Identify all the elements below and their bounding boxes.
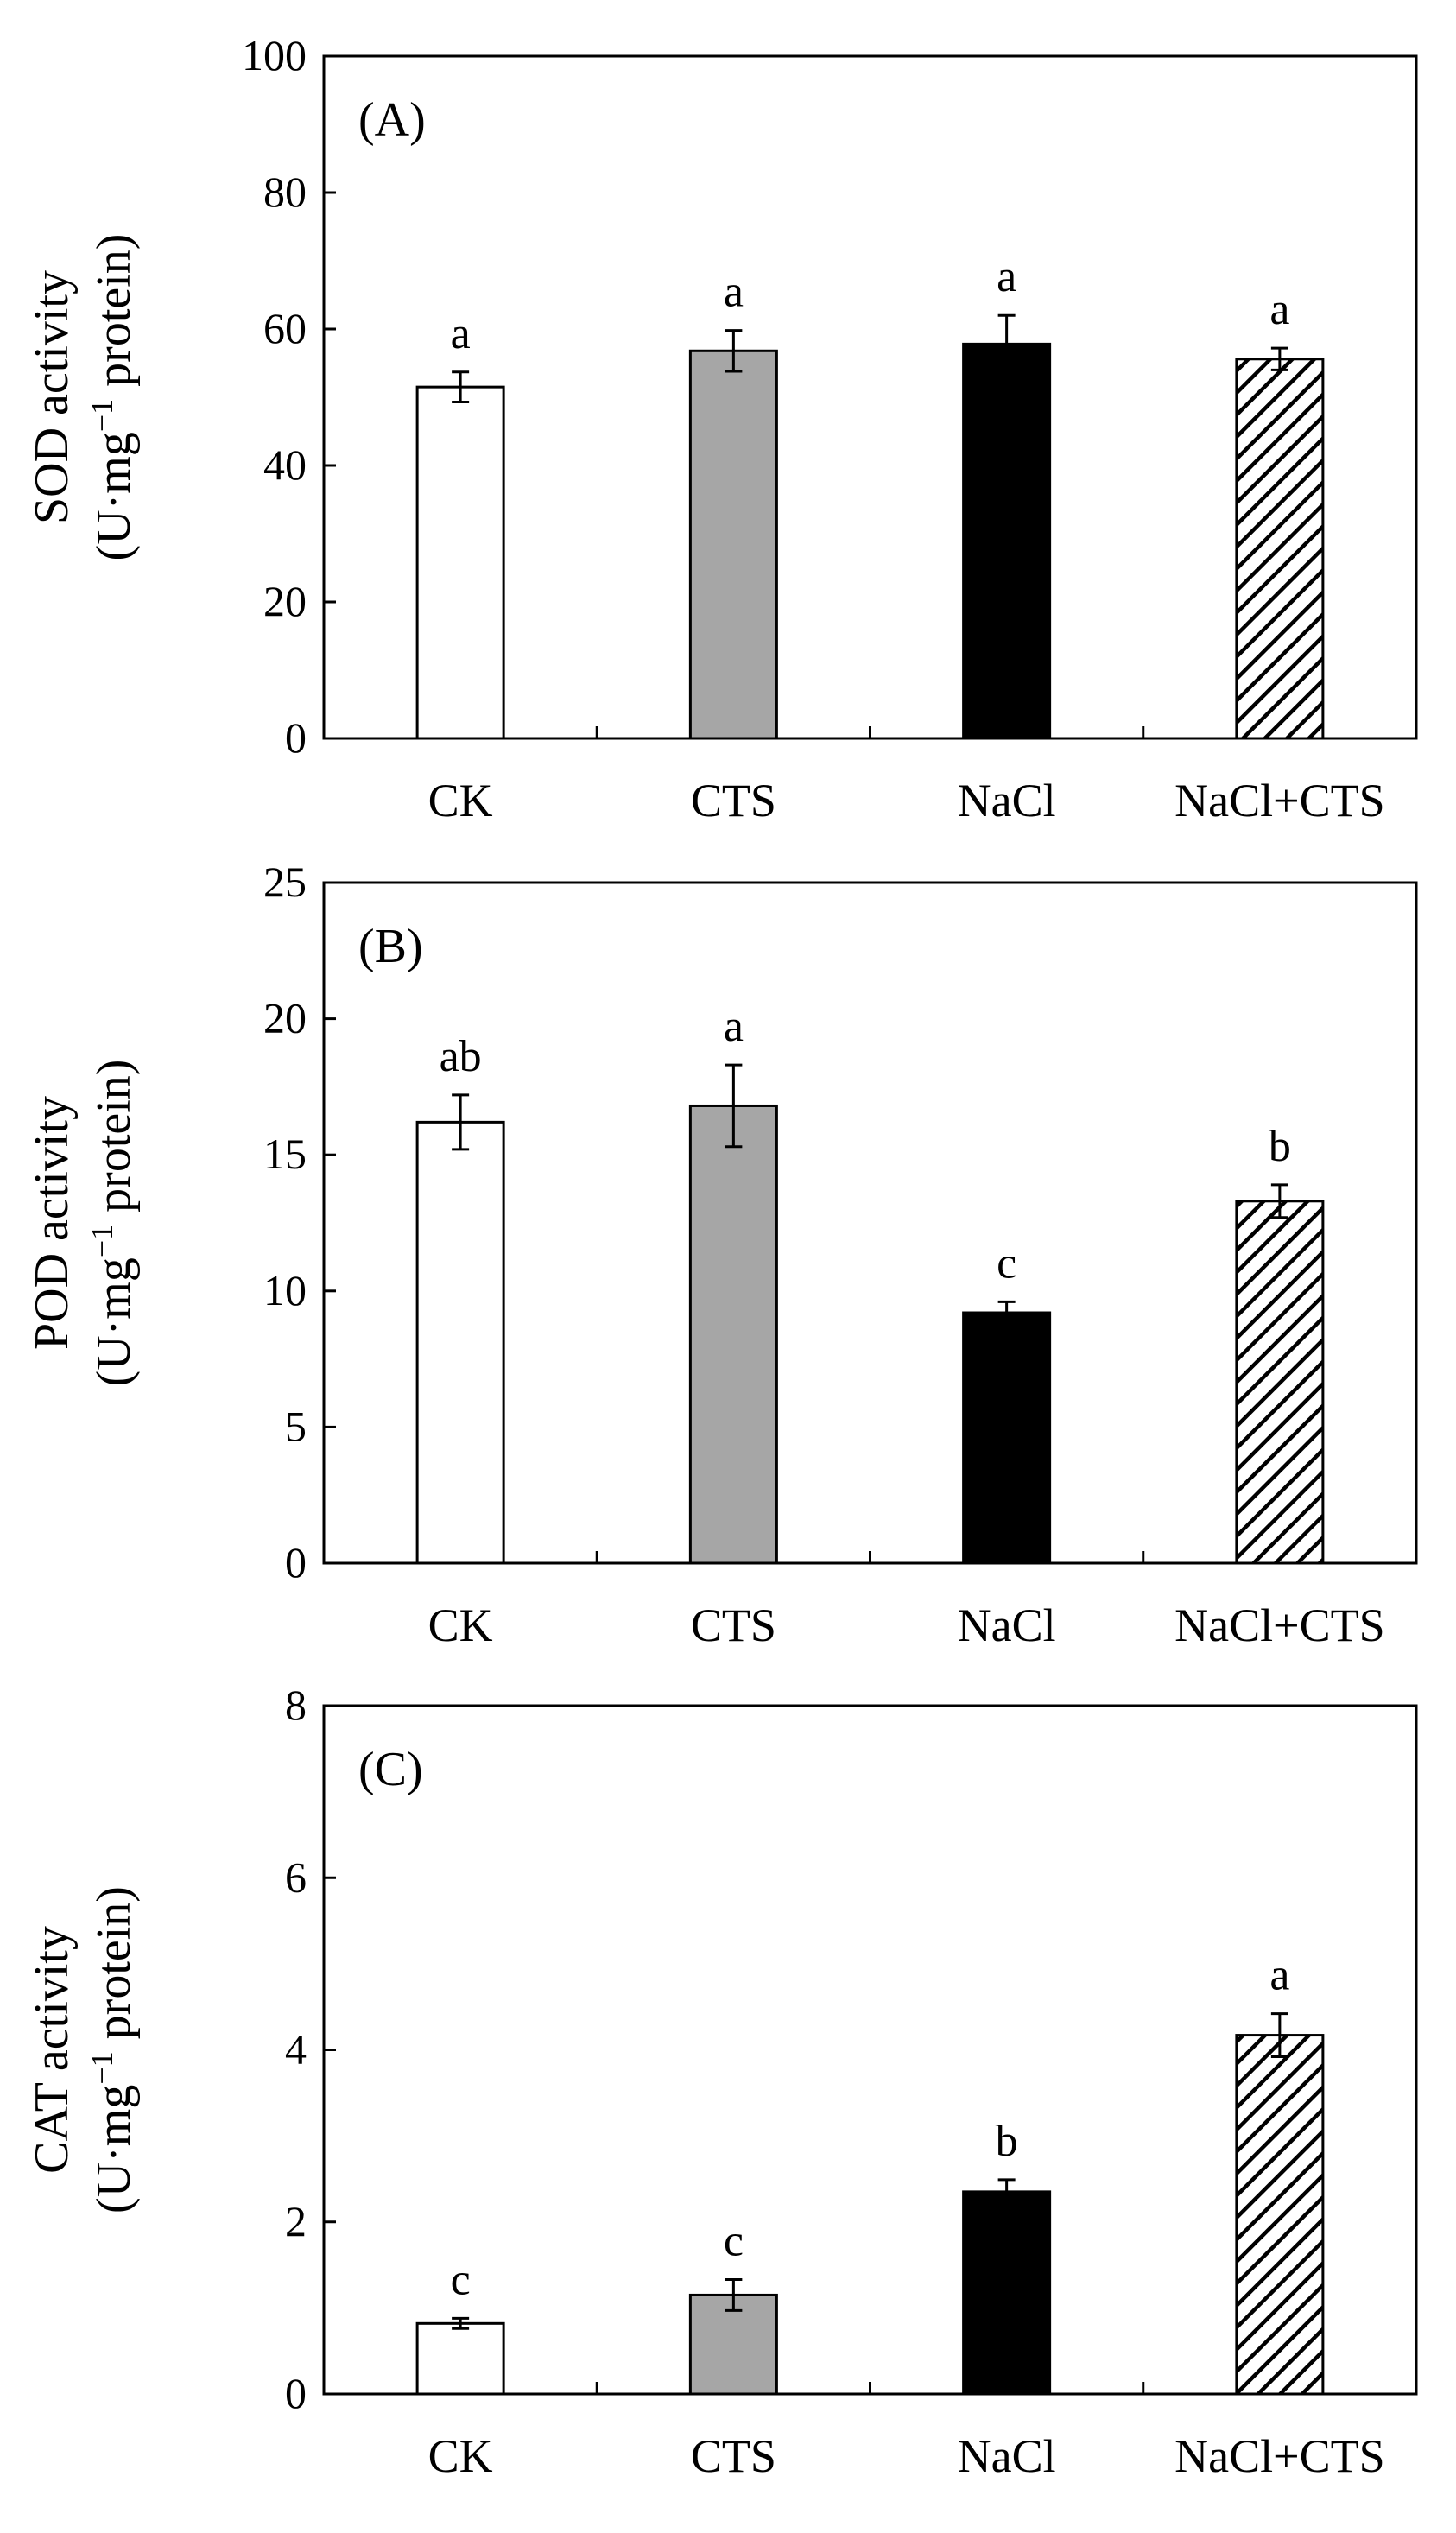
bar (688, 349, 778, 740)
y-axis-unit-pre: (U·mg (87, 432, 141, 560)
y-tick-label: 80 (263, 168, 307, 216)
x-tick-label: NaCl+CTS (1174, 775, 1384, 826)
y-axis-unit-post: protein) (87, 1060, 141, 1225)
panel-label: (A) (358, 93, 426, 147)
x-tick-label: NaCl (958, 1599, 1056, 1651)
y-tick-label: 6 (285, 1852, 307, 1901)
bar (1235, 2034, 1325, 2396)
y-tick-label: 4 (285, 2025, 307, 2074)
y-axis-title: POD activity (25, 1096, 79, 1350)
significance-label: a (724, 268, 744, 317)
y-axis-unit-pre: (U·mg (87, 1257, 141, 1386)
significance-label: c (451, 2255, 471, 2304)
y-tick-label: 15 (263, 1130, 307, 1178)
x-tick-label: CTS (691, 1599, 776, 1651)
y-axis-unit-pre: (U·mg (87, 2085, 141, 2213)
y-axis-unit-exponent: −1 (85, 399, 119, 432)
y-tick-label: 8 (285, 1681, 307, 1729)
y-tick-label: 20 (263, 994, 307, 1042)
y-tick-label: 100 (242, 31, 307, 79)
y-axis-unit-exponent: −1 (85, 2051, 119, 2084)
x-tick-label: CTS (691, 2430, 776, 2482)
y-tick-label: 10 (263, 1266, 307, 1314)
y-axis-unit: (U·mg−1 protein) (85, 1060, 141, 1387)
bar (415, 2321, 505, 2396)
significance-label: a (451, 309, 471, 358)
y-tick-label: 5 (285, 1402, 307, 1450)
x-tick-label: CK (428, 2430, 493, 2482)
bar (962, 342, 1052, 740)
panel-label: (B) (358, 920, 423, 973)
x-tick-label: NaCl (958, 775, 1056, 826)
y-tick-label: 60 (263, 304, 307, 352)
y-tick-label: 25 (263, 858, 307, 906)
bar (688, 1104, 778, 1565)
x-tick-label: NaCl+CTS (1174, 1599, 1384, 1651)
y-axis-title: SOD activity (25, 270, 79, 524)
panel-2: 0 5 10 15 20 25 ab CK a CTS c NaCl b NaCl+CTS (B) POD a… (25, 858, 1418, 1651)
significance-label: b (1269, 1122, 1291, 1171)
bar (1235, 1200, 1325, 1565)
x-tick-label: NaCl+CTS (1174, 2430, 1384, 2482)
y-tick-label: 40 (263, 440, 307, 489)
bar (415, 1120, 505, 1565)
panel-3: 0 2 4 6 8 c CK c CTS b NaCl a NaCl+CTS (C) CAT activit… (25, 1681, 1418, 2482)
y-tick-label: 0 (285, 1538, 307, 1586)
y-tick-label: 0 (285, 2369, 307, 2417)
y-axis-unit-post: protein) (87, 1886, 141, 2051)
significance-label: a (724, 1002, 744, 1051)
y-axis-unit: (U·mg−1 protein) (85, 234, 141, 561)
significance-label: a (997, 252, 1016, 301)
panel-label: (C) (358, 1743, 423, 1796)
y-axis-unit-exponent: −1 (85, 1225, 119, 1257)
y-tick-label: 0 (285, 713, 307, 762)
bar (962, 1311, 1052, 1565)
significance-label: b (996, 2117, 1018, 2166)
significance-label: a (1269, 285, 1289, 334)
bar (962, 2190, 1052, 2396)
x-tick-label: CK (428, 775, 493, 826)
x-tick-label: NaCl (958, 2430, 1056, 2482)
significance-label: ab (440, 1032, 482, 1081)
y-tick-label: 2 (285, 2197, 307, 2245)
y-axis-title: CAT activity (25, 1926, 79, 2174)
y-axis-unit-post: protein) (87, 234, 141, 399)
x-tick-label: CTS (691, 775, 776, 826)
bar (415, 385, 505, 740)
y-axis-unit: (U·mg−1 protein) (85, 1886, 141, 2213)
y-tick-label: 20 (263, 577, 307, 625)
panel-1: 0 20 40 60 80 100 a CK a CTS a NaCl a NaCl+CTS (A) SOD … (25, 31, 1418, 826)
bar (1235, 358, 1325, 740)
significance-label: c (724, 2216, 744, 2265)
significance-label: a (1269, 1951, 1289, 2000)
significance-label: c (997, 1238, 1016, 1288)
x-tick-label: CK (428, 1599, 493, 1651)
